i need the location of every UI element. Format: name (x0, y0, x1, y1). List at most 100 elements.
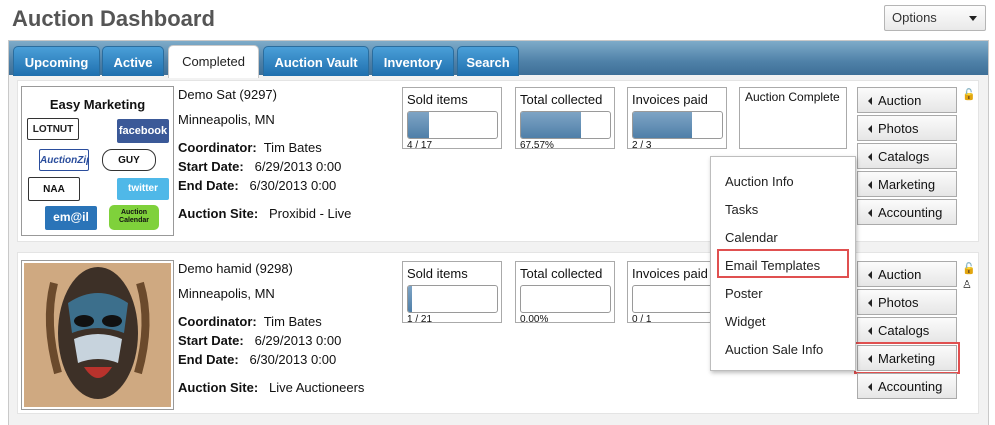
lock-icon[interactable]: 🔓 (962, 89, 976, 101)
progress-fill (521, 112, 582, 138)
options-dropdown[interactable]: Options (884, 5, 986, 31)
mask-photo (24, 263, 171, 407)
invoices-paid-stat: Invoices paid 2 / 3 (627, 87, 727, 151)
coordinator-row: Coordinator: Tim Bates (178, 314, 322, 329)
stat-label: Total collected (520, 266, 603, 281)
naa-logo: NAA (28, 177, 80, 201)
start-date-value: 6/29/2013 0:00 (254, 159, 342, 174)
auction-site-row: Auction Site: Live Auctioneers (178, 380, 364, 395)
menu-item-auction-info[interactable]: Auction Info (725, 174, 794, 189)
menu-item-tasks[interactable]: Tasks (725, 202, 759, 217)
coordinator-value: Tim Bates (263, 140, 322, 155)
tab-inventory[interactable]: Inventory (372, 46, 454, 76)
tab-active[interactable]: Active (102, 46, 164, 76)
auction-site-value: Live Auctioneers (269, 380, 365, 395)
start-date-value: 6/29/2013 0:00 (254, 333, 342, 348)
stat-value: 4 / 17 (407, 140, 433, 151)
stat-value: 67.57% (520, 140, 554, 151)
progress-bar (632, 111, 723, 139)
sold-items-stat: Sold items 4 / 17 (402, 87, 502, 151)
auction-site-value: Proxibid - Live (269, 206, 352, 221)
menu-item-widget[interactable]: Widget (725, 314, 766, 329)
menu-item-calendar[interactable]: Calendar (725, 230, 778, 245)
start-date-label: Start Date: (178, 333, 244, 348)
end-date-label: End Date: (178, 352, 239, 367)
catalogs-menu-button[interactable]: Catalogs (857, 317, 957, 343)
tab-upcoming[interactable]: Upcoming (13, 46, 100, 76)
start-date-row: Start Date: 6/29/2013 0:00 (178, 333, 341, 348)
end-date-label: End Date: (178, 178, 239, 193)
coordinator-value: Tim Bates (263, 314, 322, 329)
progress-bar (407, 111, 498, 139)
menu-item-email-templates[interactable]: Email Templates (725, 258, 821, 273)
start-date-row: Start Date: 6/29/2013 0:00 (178, 159, 341, 174)
auctionzip-logo: AuctionZip (39, 149, 89, 171)
stat-value: 1 / 21 (407, 314, 433, 325)
lock-icon[interactable]: 🔓 (962, 263, 976, 275)
progress-bar (520, 285, 611, 313)
marketing-image-title: Easy Marketing (49, 97, 146, 112)
auction-title[interactable]: Demo hamid (9298) (178, 261, 293, 276)
auction-menu-button[interactable]: Auction (857, 87, 957, 113)
stat-value: 0.00% (520, 314, 549, 325)
auction-guy-logo: GUY (102, 149, 156, 171)
menu-item-auction-sale-info[interactable]: Auction Sale Info (725, 342, 824, 357)
auction-location: Minneapolis, MN (178, 286, 275, 301)
marketing-menu-button[interactable]: Marketing (854, 342, 960, 374)
total-collected-stat: Total collected 67.57% (515, 87, 615, 151)
page-title: Auction Dashboard (12, 6, 215, 31)
progress-fill (408, 112, 429, 138)
progress-bar (520, 111, 611, 139)
coordinator-label: Coordinator: (178, 140, 257, 155)
progress-fill (408, 286, 413, 312)
options-label: Options (892, 10, 937, 25)
auction-location: Minneapolis, MN (178, 112, 275, 127)
auction-thumbnail[interactable]: Easy Marketing LOTNUT facebook AuctionZi… (21, 86, 174, 236)
accounting-menu-button[interactable]: Accounting (857, 199, 957, 225)
total-collected-stat: Total collected 0.00% (515, 261, 615, 325)
marketing-dropdown-menu: Auction Info Tasks Calendar Email Templa… (710, 156, 856, 371)
auction-thumbnail[interactable] (21, 260, 174, 410)
marketing-menu-button[interactable]: Marketing (857, 171, 957, 197)
stat-label: Invoices paid (632, 92, 708, 107)
photos-menu-button[interactable]: Photos (857, 289, 957, 315)
menu-item-poster[interactable]: Poster (725, 286, 763, 301)
start-date-label: Start Date: (178, 159, 244, 174)
lotnut-logo: LOTNUT (27, 118, 79, 140)
photos-menu-button[interactable]: Photos (857, 115, 957, 141)
end-date-value: 6/30/2013 0:00 (249, 178, 337, 193)
progress-bar (632, 285, 723, 313)
auction-status-text: Auction Complete (745, 90, 840, 104)
stat-label: Sold items (407, 266, 468, 281)
coordinator-label: Coordinator: (178, 314, 257, 329)
end-date-row: End Date: 6/30/2013 0:00 (178, 352, 336, 367)
progress-bar (407, 285, 498, 313)
auction-calendar-logo: Auction Calendar (109, 205, 159, 230)
stat-label: Invoices paid (632, 266, 708, 281)
email-logo: em@il (45, 206, 97, 230)
auction-status: Auction Complete (739, 87, 847, 149)
auction-site-row: Auction Site: Proxibid - Live (178, 206, 351, 221)
end-date-value: 6/30/2013 0:00 (249, 352, 337, 367)
auction-menu-button[interactable]: Auction (857, 261, 957, 287)
tab-auction-vault[interactable]: Auction Vault (263, 46, 369, 76)
twitter-logo: twitter (117, 178, 169, 200)
tab-completed[interactable]: Completed (168, 45, 259, 78)
stat-label: Total collected (520, 92, 603, 107)
stat-label: Sold items (407, 92, 468, 107)
auction-title[interactable]: Demo Sat (9297) (178, 87, 277, 102)
catalogs-menu-button[interactable]: Catalogs (857, 143, 957, 169)
end-date-row: End Date: 6/30/2013 0:00 (178, 178, 336, 193)
auction-site-label: Auction Site: (178, 206, 259, 221)
auction-site-label: Auction Site: (178, 380, 259, 395)
progress-fill (633, 112, 693, 138)
person-icon[interactable]: ♙ (962, 279, 972, 291)
highlight-box (717, 249, 849, 278)
facebook-logo: facebook (117, 119, 169, 143)
stat-value: 2 / 3 (632, 140, 652, 151)
accounting-menu-button[interactable]: Accounting (857, 373, 957, 399)
tab-search[interactable]: Search (457, 46, 519, 76)
sold-items-stat: Sold items 1 / 21 (402, 261, 502, 325)
stat-value: 0 / 1 (632, 314, 652, 325)
coordinator-row: Coordinator: Tim Bates (178, 140, 322, 155)
